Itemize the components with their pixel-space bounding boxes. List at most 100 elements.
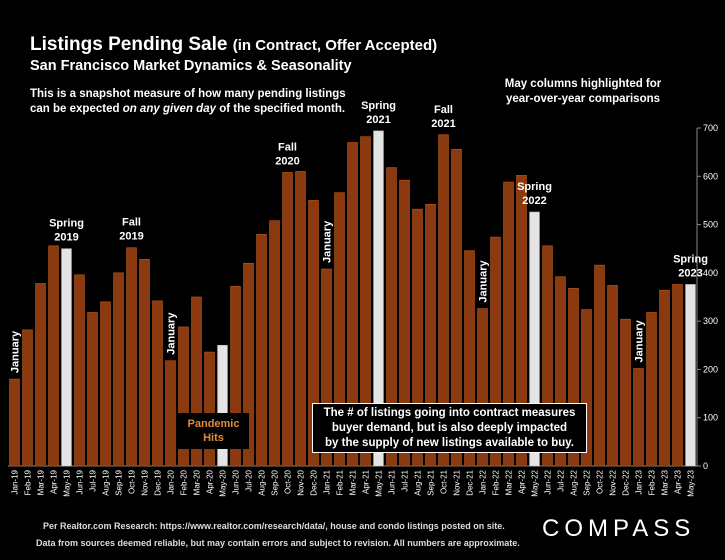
x-tick-label: Oct-19	[128, 469, 137, 494]
bar	[542, 245, 553, 467]
annotation-label: 2022	[522, 195, 546, 207]
x-tick-label: Apr-19	[50, 469, 59, 494]
x-tick-label: Feb-22	[492, 469, 501, 495]
callout-line-3: by the supply of new listings available …	[325, 437, 574, 449]
x-tick-label: Mar-19	[37, 469, 46, 495]
desc-line-2-b: of the specified month.	[216, 103, 346, 115]
annotation-label: Spring	[49, 218, 84, 230]
bar	[204, 351, 215, 467]
bar	[22, 329, 33, 467]
x-tick-label: Dec-21	[466, 469, 475, 495]
annotation-label: Fall	[434, 104, 453, 116]
annotation-label: Spring	[517, 181, 552, 193]
x-tick-label: Apr-20	[206, 469, 215, 494]
x-tick-label: Dec-20	[310, 469, 319, 495]
x-tick-label: May-22	[531, 469, 540, 496]
x-tick-label: Jan-22	[479, 469, 488, 494]
callout-line-2: buyer demand, but is also deeply impacte…	[331, 422, 568, 434]
annotation-label: 2021	[431, 118, 455, 130]
y-tick-label: 700	[703, 123, 718, 133]
bar	[594, 264, 605, 467]
bar	[581, 309, 592, 467]
bar	[165, 360, 176, 467]
bar	[269, 220, 280, 467]
bar	[113, 272, 124, 467]
x-tick-label: Feb-23	[648, 469, 657, 495]
x-tick-label: Nov-22	[609, 469, 618, 495]
bar	[87, 312, 98, 467]
bar	[308, 200, 319, 467]
annotation-label: Spring	[361, 100, 396, 112]
x-tick-label: Apr-22	[518, 469, 527, 494]
x-tick-label: Oct-22	[596, 469, 605, 494]
pandemic-line-2: Hits	[203, 432, 224, 444]
bar	[386, 167, 397, 467]
callout-line-1: The # of listings going into contract me…	[323, 407, 576, 419]
bar	[412, 208, 423, 467]
x-tick-label: Jun-22	[544, 469, 553, 494]
x-tick-label: Jul-20	[245, 469, 254, 491]
bar	[230, 286, 241, 467]
bar-highlighted	[61, 248, 72, 467]
x-tick-label: Sep-22	[583, 469, 592, 495]
x-tick-label: Jul-19	[89, 469, 98, 491]
chart-title: Listings Pending Sale (in Contract, Offe…	[30, 34, 437, 56]
bar	[555, 276, 566, 467]
annotation-label: 2020	[275, 155, 299, 167]
x-tick-label: Feb-19	[24, 469, 33, 495]
x-tick-label: Jul-21	[401, 469, 410, 491]
bar	[243, 262, 254, 467]
chart-subtitle: San Francisco Market Dynamics & Seasonal…	[30, 58, 352, 74]
x-tick-label: Dec-19	[154, 469, 163, 495]
source-note: Per Realtor.com Research: https://www.re…	[43, 521, 505, 531]
x-tick-label: Nov-19	[141, 469, 150, 495]
annotation-label: January	[166, 312, 178, 355]
x-tick-label: Oct-21	[440, 469, 449, 494]
may-note-line-1: May columns highlighted for	[504, 78, 662, 90]
bar	[48, 245, 59, 467]
bar	[295, 171, 306, 467]
chart-description: This is a snapshot measure of how many p…	[30, 87, 346, 117]
y-tick-label: 100	[703, 413, 718, 423]
x-tick-label: Mar-21	[349, 469, 358, 495]
bar	[490, 236, 501, 467]
bar	[633, 368, 644, 467]
pandemic-annotation: Pandemic Hits	[178, 413, 249, 449]
annotation-label: 2019	[119, 231, 143, 243]
bar	[35, 283, 46, 467]
x-tick-label: Aug-19	[102, 469, 111, 495]
bar	[503, 181, 514, 467]
x-tick-label: May-19	[63, 469, 72, 496]
bar	[438, 134, 449, 467]
x-tick-label: Jun-19	[76, 469, 85, 494]
annotation-label: 2023	[678, 267, 702, 279]
bar	[360, 136, 371, 467]
bar	[9, 378, 20, 467]
bar	[464, 250, 475, 467]
bar	[399, 179, 410, 467]
may-note-line-2: year-over-year comparisons	[505, 93, 661, 105]
x-tick-label: Dec-22	[622, 469, 631, 495]
pandemic-line-1: Pandemic	[187, 418, 240, 430]
disclaimer-note: Data from sources deemed reliable, but m…	[36, 538, 520, 548]
annotation-label: January	[634, 319, 646, 362]
x-tick-label: Nov-21	[453, 469, 462, 495]
annotation-label: January	[478, 260, 490, 303]
annotation-label: January	[322, 220, 334, 263]
bar	[451, 148, 462, 467]
bar-highlighted	[217, 344, 228, 467]
x-tick-label: Aug-20	[258, 469, 267, 495]
x-tick-label: Jan-20	[167, 469, 176, 494]
annotation-label: Fall	[278, 141, 297, 153]
bar	[282, 172, 293, 467]
x-tick-label: Sep-20	[271, 469, 280, 495]
x-tick-label: Aug-21	[414, 469, 423, 495]
bar	[321, 268, 332, 467]
bar-highlighted	[529, 211, 540, 467]
bar	[126, 247, 137, 467]
x-tick-label: Jan-23	[635, 469, 644, 494]
bar	[607, 285, 618, 467]
desc-line-2: can be expected on any given day of the …	[30, 102, 346, 117]
x-tick-label: Aug-22	[570, 469, 579, 495]
